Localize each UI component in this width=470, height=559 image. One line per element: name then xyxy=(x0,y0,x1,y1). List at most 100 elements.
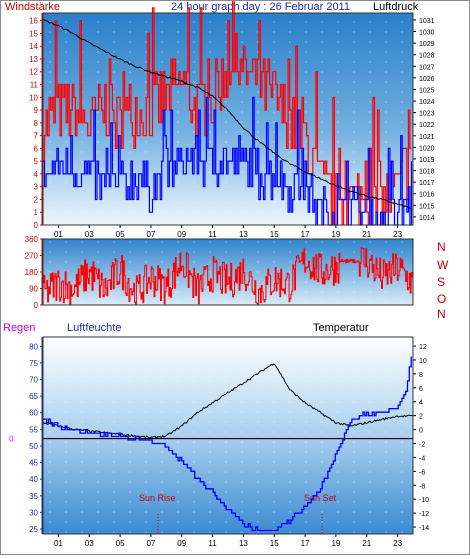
wind-y-tick-label: 3 xyxy=(34,183,39,192)
wind-x-tick-label: 17 xyxy=(301,230,310,239)
wind-y-tick-label: 4 xyxy=(34,170,39,179)
wind-y-tick-label: 8 xyxy=(34,119,39,128)
direction-letter-n-bottom: N xyxy=(437,307,446,321)
temperature-y-tick-label: 6 xyxy=(419,386,423,393)
temperature-y-tick-label: -8 xyxy=(419,483,425,490)
pressure-y-tick-label: 1020 xyxy=(419,145,435,152)
wind-y-tick-label: 2 xyxy=(34,195,39,204)
header-regen: Regen xyxy=(3,322,35,334)
temperature-y-tick-label: -14 xyxy=(419,525,429,532)
pressure-y-tick-label: 1021 xyxy=(419,134,435,141)
wind-x-tick-label: 23 xyxy=(393,230,402,239)
wind-y-tick-label: 1 xyxy=(34,208,39,217)
wind-y-tick-label: 5 xyxy=(34,157,39,166)
temp-x-tick-label: 11 xyxy=(208,539,217,548)
wind-y-tick-label: 0 xyxy=(34,221,39,230)
direction-letter-o: O xyxy=(437,292,446,306)
direction-letters: N W S O N xyxy=(437,240,449,321)
wind-x-tick-label: 05 xyxy=(116,230,125,239)
wind-x-tick-label: 09 xyxy=(177,230,186,239)
header-temperatur: Temperatur xyxy=(313,322,369,334)
wind-x-tick-label: 13 xyxy=(239,230,248,239)
wind-y-tick-label: 6 xyxy=(34,144,39,153)
axes: 0123456789101112131415161014101510161017… xyxy=(9,13,435,548)
wind-x-tick-label: 03 xyxy=(85,230,94,239)
pressure-y-tick-label: 1026 xyxy=(419,76,435,83)
direction-y-tick-label: 360 xyxy=(25,235,39,244)
wind-y-tick-label: 10 xyxy=(29,93,38,102)
wind-y-tick-label: 15 xyxy=(29,29,38,38)
temp-x-tick-label: 07 xyxy=(146,539,155,548)
direction-panel-border xyxy=(42,238,414,306)
wind-y-tick-label: 14 xyxy=(29,42,38,51)
wind-x-tick-label: 07 xyxy=(146,230,155,239)
direction-letter-w: W xyxy=(437,258,449,272)
temperature-y-tick-label: 4 xyxy=(419,400,423,407)
pressure-y-tick-label: 1028 xyxy=(419,53,435,60)
pressure-y-tick-label: 1029 xyxy=(419,41,435,48)
pressure-y-tick-label: 1030 xyxy=(419,30,435,37)
temp-x-tick-label: 21 xyxy=(362,539,371,548)
temperature-y-tick-label: -6 xyxy=(419,469,425,476)
temp-panel-grid xyxy=(43,337,413,534)
wind-panel-border xyxy=(42,12,414,226)
temp-x-tick-label: 01 xyxy=(54,539,63,548)
temp-x-tick-label: 19 xyxy=(331,539,340,548)
temperature-y-tick-label: 2 xyxy=(419,414,423,421)
wind-x-tick-label: 21 xyxy=(362,230,371,239)
temp-x-tick-label: 05 xyxy=(116,539,125,548)
pressure-y-tick-label: 1016 xyxy=(419,192,435,199)
humidity-y-tick-label: 55 xyxy=(29,425,38,434)
header-windstaerke: Windstärke xyxy=(5,1,60,13)
pressure-y-tick-label: 1015 xyxy=(419,203,435,210)
pressure-y-tick-label: 1025 xyxy=(419,87,435,94)
pressure-y-tick-label: 1024 xyxy=(419,99,435,106)
temperature-y-tick-label: 10 xyxy=(419,358,427,365)
wind-y-tick-label: 12 xyxy=(29,68,38,77)
direction-letter-n-top: N xyxy=(437,240,446,254)
temperature-series xyxy=(43,356,412,532)
humidity-y-tick-label: 45 xyxy=(29,459,38,468)
pressure-y-tick-label: 1014 xyxy=(419,215,435,222)
pressure-series xyxy=(42,18,412,209)
direction-y-tick-label: 270 xyxy=(25,252,39,261)
pressure-y-tick-label: 1017 xyxy=(419,180,435,187)
wind-x-tick-label: 01 xyxy=(54,230,63,239)
temperature-y-tick-label: 0 xyxy=(419,428,423,435)
rain-baseline-label: 0 xyxy=(9,435,14,444)
temp-x-tick-label: 03 xyxy=(85,539,94,548)
humidity-y-tick-label: 65 xyxy=(29,392,38,401)
header-title: 24 hour graph day : 26 Februar 2011 xyxy=(171,1,350,13)
wind-direction-series xyxy=(43,247,414,305)
direction-y-tick-label: 180 xyxy=(25,268,39,277)
temperature-y-tick-label: -10 xyxy=(419,497,429,504)
humidity-y-tick-label: 60 xyxy=(29,409,38,418)
wind-x-tick-label: 19 xyxy=(331,230,340,239)
pressure-y-tick-label: 1022 xyxy=(419,122,435,129)
temp-humidity-plot xyxy=(42,356,414,532)
header-luftdruck: Luftdruck xyxy=(373,1,419,13)
humidity-y-tick-label: 40 xyxy=(29,475,38,484)
temp-x-tick-label: 23 xyxy=(393,539,402,548)
wind-y-tick-label: 7 xyxy=(34,132,39,141)
sunset-label: Sun Set xyxy=(304,493,337,503)
pressure-y-tick-label: 1019 xyxy=(419,157,435,164)
wind-y-tick-label: 9 xyxy=(34,106,39,115)
humidity-y-tick-label: 75 xyxy=(29,359,38,368)
humidity-y-tick-label: 70 xyxy=(29,376,38,385)
humidity-y-tick-label: 35 xyxy=(29,492,38,501)
sunrise-label: Sun Rise xyxy=(139,493,176,503)
wind-x-tick-label: 11 xyxy=(208,230,217,239)
pressure-y-tick-label: 1027 xyxy=(419,64,435,71)
temperature-y-tick-label: -2 xyxy=(419,442,425,449)
pressure-y-tick-label: 1023 xyxy=(419,111,435,118)
direction-y-tick-label: 0 xyxy=(34,301,39,310)
pressure-y-tick-label: 1031 xyxy=(419,18,435,25)
humidity-y-tick-label: 80 xyxy=(29,342,38,351)
temp-x-tick-label: 17 xyxy=(301,539,310,548)
wind-x-tick-label: 15 xyxy=(270,230,279,239)
pressure-y-tick-label: 1018 xyxy=(419,169,435,176)
humidity-y-tick-label: 50 xyxy=(29,442,38,451)
